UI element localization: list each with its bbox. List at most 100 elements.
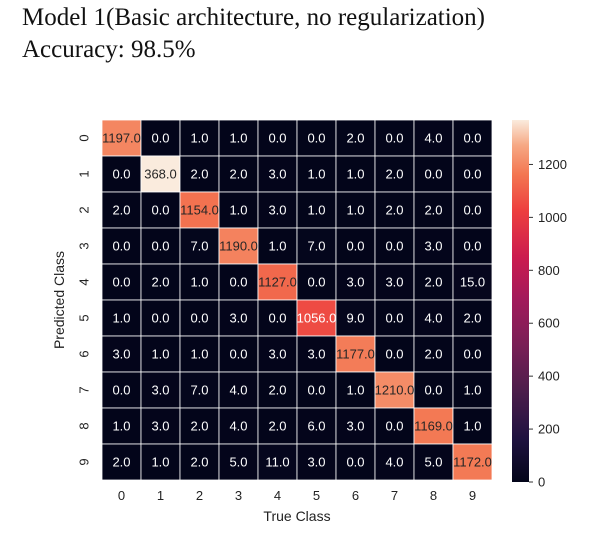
- heatmap-cell: [218, 371, 259, 409]
- heatmap-cell-label: 1.0: [463, 383, 481, 398]
- heatmap-cell-label: 1056.0: [297, 311, 337, 326]
- heatmap-cell: [140, 299, 181, 337]
- heatmap-cell-label: 0.0: [385, 131, 403, 146]
- heatmap-cell-label: 0.0: [385, 347, 403, 362]
- heatmap-cell-label: 3.0: [346, 275, 364, 290]
- heatmap-cell: [335, 155, 376, 193]
- heatmap-cell: [452, 263, 493, 301]
- heatmap-cell-label: 11.0: [265, 455, 289, 470]
- heatmap-cell-labels: 1197.0 0.0 1.0 1.0 0.0 0.0 2.0 0.0 4.0 0.0 0.0 368.…: [102, 131, 492, 470]
- heatmap-cell-label: 1.0: [190, 275, 208, 290]
- heatmap-cell: [218, 119, 259, 157]
- y-tick-label: 3: [77, 242, 92, 249]
- heatmap-cell-label: 0.0: [424, 383, 442, 398]
- heatmap-cell-label: 0.0: [307, 383, 325, 398]
- heatmap-cell-label: 3.0: [151, 383, 169, 398]
- heatmap-cell-label: 0.0: [346, 455, 364, 470]
- heatmap-cell: [374, 407, 415, 445]
- heatmap-cell-label: 0.0: [385, 311, 403, 326]
- heatmap-cell-label: 1.0: [229, 131, 247, 146]
- heatmap-cell: [179, 263, 220, 301]
- heatmap-cell-label: 4.0: [385, 455, 403, 470]
- heatmap-cell-label: 2.0: [463, 311, 481, 326]
- y-tick-label: 9: [77, 458, 92, 465]
- heatmap-cell-label: 3.0: [268, 347, 286, 362]
- colorbar-tick-label: 200: [538, 422, 560, 437]
- heatmap-cell-label: 1190.0: [219, 239, 258, 254]
- heatmap-cell-label: 1.0: [229, 203, 247, 218]
- colorbar-tick-label: 400: [538, 369, 560, 384]
- heatmap-cell-label: 7.0: [307, 239, 325, 254]
- heatmap-cell-label: 2.0: [151, 275, 169, 290]
- heatmap-cell-label: 1.0: [112, 419, 130, 434]
- heatmap-cell: [452, 443, 493, 481]
- heatmap-cell: [101, 335, 142, 373]
- heatmap-cell: [335, 227, 376, 265]
- heatmap-cell-label: 2.0: [424, 275, 442, 290]
- heatmap-cell-label: 0.0: [112, 239, 130, 254]
- heatmap-cell-label: 0.0: [385, 419, 403, 434]
- heatmap-cell-label: 0.0: [463, 131, 481, 146]
- x-tick-label: 1: [157, 488, 164, 503]
- heatmap-cell-label: 2.0: [190, 167, 208, 182]
- heatmap-cell: [374, 299, 415, 337]
- heatmap-cell-label: 1177.0: [336, 347, 375, 362]
- heatmap-cell: [179, 191, 220, 229]
- heatmap-cell: [335, 119, 376, 157]
- heatmap-cell: [257, 227, 298, 265]
- x-tick-label: 2: [196, 488, 203, 503]
- heatmap-cells: [101, 119, 493, 481]
- x-tick-label: 6: [352, 488, 359, 503]
- heatmap-cell: [335, 263, 376, 301]
- heatmap-cell-label: 1.0: [190, 131, 208, 146]
- heatmap-cell: [296, 227, 337, 265]
- heatmap-cell-label: 6.0: [307, 419, 325, 434]
- heatmap-cell-label: 1.0: [346, 203, 364, 218]
- colorbar-tick-label: 600: [538, 316, 560, 331]
- y-tick-label: 1: [77, 170, 92, 177]
- heatmap-cell-label: 2.0: [424, 203, 442, 218]
- heatmap-cell-label: 1.0: [307, 203, 325, 218]
- heatmap-cell-label: 1172.0: [453, 455, 492, 470]
- heatmap-cell-label: 1.0: [307, 167, 325, 182]
- heatmap-cell-label: 2.0: [268, 419, 286, 434]
- heatmap-cell: [140, 371, 181, 409]
- heatmap-cell-label: 0.0: [229, 347, 247, 362]
- y-axis-label: Predicted Class: [51, 251, 67, 349]
- heatmap-cell: [452, 227, 493, 265]
- heatmap-cell-label: 3.0: [307, 455, 325, 470]
- heatmap-cell-label: 0.0: [463, 203, 481, 218]
- heatmap-cell-label: 0.0: [385, 239, 403, 254]
- heatmap-cell: [140, 155, 181, 193]
- heatmap-cell-label: 0.0: [268, 311, 286, 326]
- heatmap-cell: [452, 299, 493, 337]
- y-tick-label: 6: [77, 350, 92, 357]
- heatmap-cell-label: 0.0: [463, 347, 481, 362]
- x-axis-ticks: 0 1 2 3 4 5 6 7 8 9: [118, 488, 476, 503]
- heatmap-cell: [179, 335, 220, 373]
- heatmap-cell-label: 4.0: [424, 131, 442, 146]
- heatmap-cell: [257, 263, 298, 301]
- heatmap-cell-label: 0.0: [151, 311, 169, 326]
- heatmap-cell-label: 3.0: [268, 203, 286, 218]
- colorbar-tick-label: 1000: [538, 210, 567, 225]
- heatmap-cell-label: 3.0: [268, 167, 286, 182]
- heatmap-cell: [335, 299, 376, 337]
- x-tick-label: 0: [118, 488, 125, 503]
- heatmap-cell: [452, 191, 493, 229]
- heatmap-cell: [257, 299, 298, 337]
- heatmap-cell: [218, 407, 259, 445]
- heatmap-cell-label: 0.0: [112, 383, 130, 398]
- y-tick-label: 4: [77, 278, 92, 285]
- heatmap-cell-label: 1.0: [151, 347, 169, 362]
- heatmap-cell: [257, 371, 298, 409]
- heatmap-cell: [374, 155, 415, 193]
- colorbar-tick-label: 1200: [538, 157, 567, 172]
- heatmap-cell-label: 0.0: [463, 167, 481, 182]
- heatmap-cell-label: 3.0: [385, 275, 403, 290]
- x-axis-label: True Class: [263, 508, 330, 524]
- y-axis-ticks: 0 1 2 3 4 5 6 7 8 9: [77, 134, 92, 465]
- colorbar-ticks: 0 200 400 600 800 1000 1200: [529, 157, 567, 490]
- heatmap-cell: [140, 227, 181, 265]
- heatmap-cell-label: 0.0: [463, 239, 481, 254]
